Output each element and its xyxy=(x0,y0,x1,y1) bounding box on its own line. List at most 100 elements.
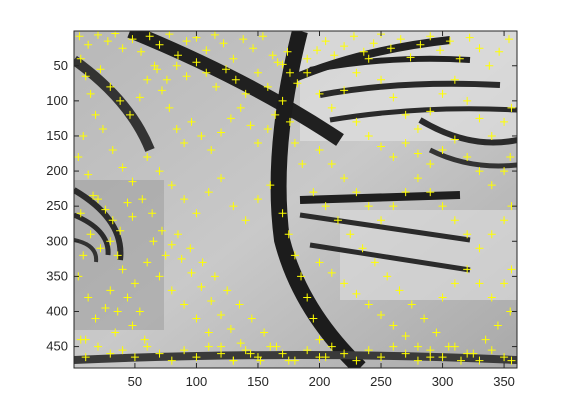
scatter-point xyxy=(475,167,484,176)
scatter-point xyxy=(173,230,182,239)
scatter-point xyxy=(327,268,336,277)
scatter-point xyxy=(217,174,226,183)
scatter-point xyxy=(389,342,398,351)
scatter-point xyxy=(96,65,105,74)
x-tick-label: 300 xyxy=(432,374,454,389)
scatter-point xyxy=(303,346,312,355)
scatter-point xyxy=(266,181,275,190)
scatter-point xyxy=(226,114,235,123)
scatter-point xyxy=(450,342,459,351)
scatter-point xyxy=(128,35,137,44)
scatter-point xyxy=(315,353,324,362)
scatter-point xyxy=(223,286,232,295)
y-axis: 50 100 150 200 250 300 350 400 450 xyxy=(46,58,517,354)
scatter-point xyxy=(330,51,339,60)
scatter-point xyxy=(106,286,115,295)
scatter-point xyxy=(436,46,445,55)
scatter-point xyxy=(386,44,395,53)
scatter-point xyxy=(389,93,398,102)
scatter-point xyxy=(327,103,336,112)
scatter-point xyxy=(290,356,299,365)
scatter-point xyxy=(463,349,472,358)
scatter-point xyxy=(111,31,120,38)
scatter-point xyxy=(438,146,447,155)
scatter-point xyxy=(116,96,125,105)
scatter-point xyxy=(284,230,293,239)
scatter-point xyxy=(81,72,90,81)
scatter-point xyxy=(84,40,93,49)
scatter-point xyxy=(229,202,238,211)
scatter-point xyxy=(290,138,299,147)
scatter-point xyxy=(135,307,144,316)
scatter-point xyxy=(106,349,115,358)
scatter-point xyxy=(475,114,484,123)
scatter-point xyxy=(167,286,176,295)
scatter-point xyxy=(352,188,361,197)
scatter-point xyxy=(236,103,245,112)
scatter-point xyxy=(143,153,152,162)
scatter-point xyxy=(91,314,100,323)
scatter-point xyxy=(315,146,324,155)
scatter-point xyxy=(340,42,349,51)
scatter-point xyxy=(192,209,201,218)
scatter-point xyxy=(226,325,235,334)
scatter-point xyxy=(86,230,95,239)
scatter-point xyxy=(197,131,206,140)
scatter-point xyxy=(413,342,422,351)
scatter-point xyxy=(118,163,127,172)
scatter-point xyxy=(192,353,201,362)
scatter-point xyxy=(389,202,398,211)
scatter-point xyxy=(155,272,164,281)
scatter-point xyxy=(401,332,410,341)
scatter-point xyxy=(157,226,166,235)
scatter-point xyxy=(298,160,307,169)
scatter-point xyxy=(91,110,100,119)
scatter-point xyxy=(113,307,122,316)
scatter-point xyxy=(123,293,132,302)
scatter-point xyxy=(241,216,250,225)
scatter-point xyxy=(229,356,238,365)
scatter-point xyxy=(359,47,368,56)
scatter-point xyxy=(507,356,516,365)
scatter-point xyxy=(377,142,386,151)
scatter-point xyxy=(321,37,330,46)
scatter-point xyxy=(487,181,496,190)
scatter-point xyxy=(118,346,127,355)
scatter-point xyxy=(137,47,146,56)
scatter-point xyxy=(145,32,154,41)
scatter-point xyxy=(358,244,367,253)
scatter-point xyxy=(202,46,211,55)
scatter-point xyxy=(192,58,201,67)
scatter-point xyxy=(377,310,386,319)
scatter-point xyxy=(128,212,137,221)
scatter-point xyxy=(93,342,102,351)
scatter-point xyxy=(401,110,410,119)
scatter-point xyxy=(84,170,93,179)
scatter-point xyxy=(352,356,361,365)
scatter-point xyxy=(278,349,287,358)
scatter-point xyxy=(500,353,509,362)
scatter-point xyxy=(161,251,170,260)
scatter-point xyxy=(438,89,447,98)
scatter-point xyxy=(327,342,336,351)
scatter-point xyxy=(81,335,90,344)
scatter-point xyxy=(407,300,416,309)
scatter-point xyxy=(74,153,83,162)
scatter-point xyxy=(231,75,240,84)
scatter-point xyxy=(125,110,134,119)
scatter-point xyxy=(364,346,373,355)
scatter-point xyxy=(128,177,137,186)
scatter-point xyxy=(101,205,110,214)
x-tick-label: 250 xyxy=(370,374,392,389)
scatter-point xyxy=(249,44,258,53)
scatter-point xyxy=(186,244,195,253)
scatter-point xyxy=(253,68,262,77)
scatter-point xyxy=(148,209,157,218)
scatter-point xyxy=(450,135,459,144)
scatter-point xyxy=(84,293,93,302)
scatter-point xyxy=(389,321,398,330)
scatter-point xyxy=(426,188,435,197)
y-tick-label: 150 xyxy=(46,128,68,143)
scatter-point xyxy=(253,353,262,362)
scatter-point xyxy=(369,39,378,48)
